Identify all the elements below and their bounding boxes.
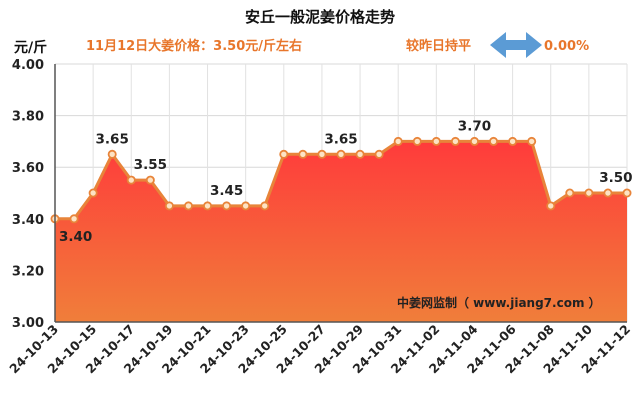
y-tick-label: 3.80	[12, 110, 44, 125]
data-point	[88, 188, 98, 198]
data-point	[69, 214, 79, 224]
data-label: 3.40	[59, 229, 92, 245]
data-point	[336, 149, 346, 159]
change-percent: 0.00%	[544, 39, 589, 54]
data-point	[355, 149, 365, 159]
watermark: 中姜网监制（ www.jiang7.com ）	[397, 295, 601, 310]
data-point	[527, 136, 537, 146]
data-label: 3.55	[134, 157, 167, 173]
data-label: 3.65	[96, 131, 129, 147]
data-label: 3.65	[324, 131, 357, 147]
data-label: 3.50	[599, 170, 632, 186]
price-area	[55, 141, 627, 322]
chart-title: 安丘一般泥姜价格走势	[245, 8, 395, 26]
data-point	[260, 201, 270, 211]
data-point	[183, 201, 193, 211]
data-label: 3.45	[210, 183, 243, 199]
y-tick-label: 3.40	[12, 213, 44, 228]
data-point	[317, 149, 327, 159]
data-point	[222, 201, 232, 211]
data-point	[489, 136, 499, 146]
data-point	[546, 201, 556, 211]
data-point	[145, 175, 155, 185]
data-point	[279, 149, 289, 159]
data-point	[126, 175, 136, 185]
data-point	[203, 201, 213, 211]
data-point	[412, 136, 422, 146]
data-point	[107, 149, 117, 159]
data-point	[393, 136, 403, 146]
y-unit-label: 元/斤	[14, 39, 47, 56]
data-point	[298, 149, 308, 159]
y-tick-label: 3.60	[12, 161, 44, 176]
data-point	[450, 136, 460, 146]
y-axis-ticks: 3.00 3.20 3.40 3.60 3.80 4.00	[12, 58, 44, 331]
data-points	[50, 136, 632, 224]
data-point	[241, 201, 251, 211]
data-point	[431, 136, 441, 146]
data-point	[565, 188, 575, 198]
x-axis-ticks: 24-10-1324-10-1524-10-1724-10-1924-10-21…	[6, 321, 633, 376]
double-arrow-icon	[490, 32, 542, 58]
data-label: 3.70	[458, 118, 491, 134]
compare-label: 较昨日持平	[406, 38, 471, 54]
data-point	[603, 188, 613, 198]
data-point	[584, 188, 594, 198]
data-point	[622, 188, 632, 198]
y-tick-label: 3.20	[12, 264, 44, 279]
price-note: 11月12日大姜价格：3.50元/斤左右	[86, 38, 302, 54]
data-labels: 3.40 3.65 3.55 3.45 3.65 3.70 3.50	[59, 118, 633, 244]
data-point	[374, 149, 384, 159]
y-tick-label: 4.00	[12, 58, 44, 73]
data-point	[469, 136, 479, 146]
data-point	[164, 201, 174, 211]
data-point	[508, 136, 518, 146]
y-tick-label: 3.00	[12, 316, 44, 331]
